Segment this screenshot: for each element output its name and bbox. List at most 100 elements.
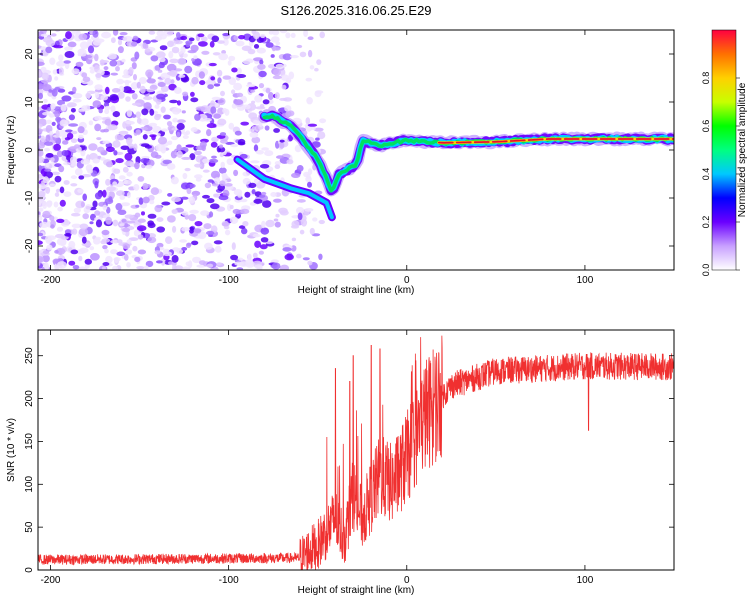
spectrogram-cell [302,257,310,261]
spectrogram-cell [38,70,42,77]
spectrogram-cell [141,108,149,116]
spectrogram-cell [38,214,43,222]
spectrogram-cell [253,178,259,184]
spectrogram-cell [112,181,118,187]
spectrogram-cell [176,32,181,39]
spectrogram-cell [279,264,289,270]
spectrogram-cell [194,163,202,168]
spectrogram-cell [307,49,313,58]
spectrogram-cell [270,54,275,58]
spectrogram-cell [122,74,131,79]
spectrogram-cell [180,182,191,190]
spectrogram-cell [59,186,65,194]
spectrogram-cell [166,63,177,72]
spectrogram-cell [178,51,182,55]
spectrogram-cell [282,247,292,252]
spectrogram-cell [167,40,174,48]
spectrogram-cell [92,200,98,208]
spectrogram-cell [102,262,110,266]
spectrogram-cell [202,194,210,199]
spectrogram-cell [265,42,274,48]
spectrogram-cell [247,253,252,261]
spectrogram-cell [115,158,124,164]
spectrogram-cell [309,65,315,70]
spectrogram-cell [137,249,147,255]
colorbar-tick-label: 0.2 [701,216,711,229]
spectrogram-cell [248,112,258,120]
spectrogram-cell [56,237,67,246]
spectrogram-cell [246,84,256,88]
spectrogram-cell [56,60,66,67]
spectrogram-cell [185,42,191,48]
spectrogram-cell [150,39,159,43]
snr-y-tick-label: 250 [24,347,35,364]
spectrogram-cell [104,198,114,205]
spectrogram-cell [125,120,135,125]
spectrogram-cell [197,231,207,240]
spectrogram-cell [115,203,123,211]
spectrogram-cell [102,204,108,211]
spectrogram-cell [305,77,313,82]
spectrogram-xlabel: Height of straight line (km) [298,285,415,296]
snr-panel: -200 -100 0 100 0 50 100 150 200 250 Height of s… [6,329,675,596]
spectrogram-cell [80,158,91,165]
spectrogram-cell [290,32,296,39]
spectrogram-cell [124,152,133,161]
spectrogram-cell [179,239,188,243]
spectrogram-ridge [233,109,674,222]
spectrogram-cell [138,197,144,205]
snr-xlabel: Height of straight line (km) [298,585,415,596]
spectrogram-cell [319,31,326,39]
spectrogram-cell [120,145,130,151]
spectrogram-cell [186,187,192,195]
spectrogram-cell [176,119,186,124]
spectrogram-cell [200,36,208,42]
spectrogram-cell [241,45,252,52]
spectrogram-cell [171,46,180,54]
spectrogram-cell [84,258,93,265]
spectrogram-cell [63,191,72,198]
spectrogram-cell [110,249,118,255]
spectrogram-cell [104,248,109,254]
snr-y-tick-label: 0 [24,567,35,573]
spectrogram-cell [71,212,81,217]
spectrogram-cell [94,84,103,91]
spectrogram-cell [55,188,61,193]
spectrogram-cell [211,35,220,43]
spectrogram-cell [280,74,290,81]
spectrogram-cell [50,171,61,176]
spectrogram-cell [199,161,205,170]
spectrogram-cell [58,129,68,137]
spectrogram-cell [265,219,275,228]
spectrogram-cell [216,262,222,266]
spectrogram-cell [242,177,251,185]
spectrogram-cell [318,219,325,225]
spectrogram-cell [126,239,132,245]
spectrogram-cell [38,183,47,190]
spectrogram-x-tick-label: -200 [40,275,60,286]
spectrogram-cell [242,221,249,227]
spectrogram-cell [94,192,102,200]
spectrogram-cell [60,103,67,112]
spectrogram-cell [114,257,119,263]
spectrogram-cell [262,200,272,208]
spectrogram-cell [70,138,78,143]
spectrogram-cell [128,237,139,242]
spectrogram-cell [291,220,300,228]
spectrogram-cell [124,254,129,261]
spectrogram-cell [38,198,42,207]
spectrogram-cell [237,138,246,145]
snr-x-tick-label: 100 [577,575,594,586]
spectrogram-cell [180,35,188,41]
spectrogram-cell [119,194,126,200]
spectrogram-cell [188,196,196,204]
spectrogram-cell [231,89,236,95]
spectrogram-cell [100,95,108,101]
spectrogram-cell [88,143,98,151]
spectrogram-cell [259,244,268,250]
spectrogram-cell [144,131,154,135]
spectrogram-cell [214,245,222,253]
spectrogram-cell [150,187,160,196]
spectrogram-cell [193,55,198,60]
